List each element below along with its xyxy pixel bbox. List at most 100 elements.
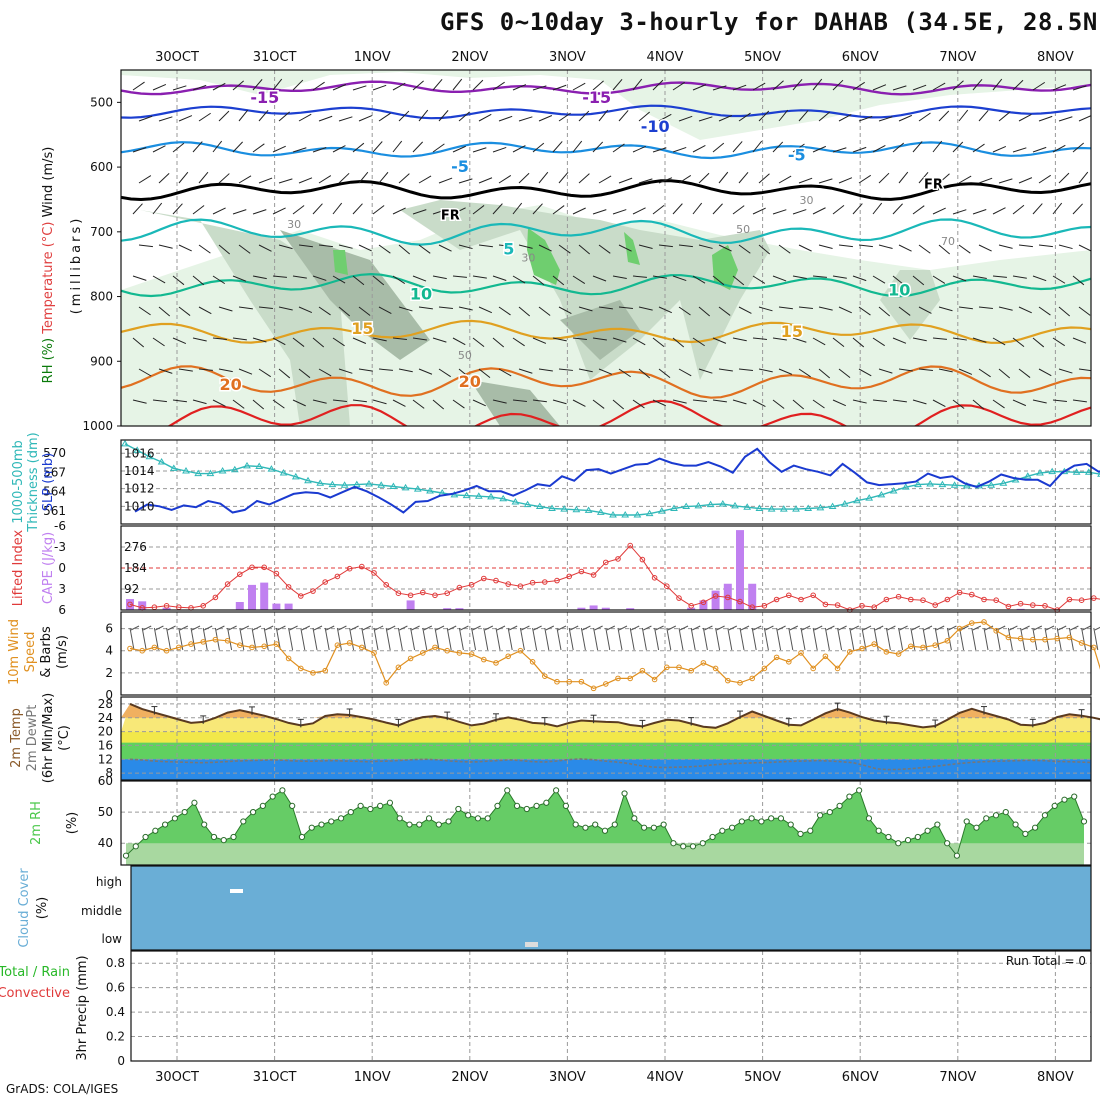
- temperature-contours: [121, 80, 1091, 426]
- wind-barb: [452, 78, 463, 91]
- wind10m-barb-feather: [984, 625, 994, 631]
- cloud-level-label: high: [96, 875, 122, 889]
- thickness-point: [1011, 476, 1020, 483]
- thickness-point: [743, 503, 752, 510]
- wind-barb: [338, 116, 353, 122]
- wind10m-barb-feather: [667, 625, 677, 631]
- wind-barb: [192, 275, 205, 286]
- wind10m-point: [725, 677, 731, 684]
- lifted-index-point: [542, 579, 548, 585]
- wind-barb: [698, 116, 713, 122]
- wind-barb: [772, 209, 787, 215]
- wind-barb: [612, 399, 625, 410]
- rh2m-point: [1071, 793, 1078, 800]
- lifted-index-point: [383, 582, 390, 588]
- wind-barb: [478, 244, 493, 248]
- thickness-point: [243, 461, 251, 469]
- wind-barb: [852, 275, 867, 282]
- wind10m-barb: [410, 627, 416, 651]
- panel-frames: [117, 69, 1092, 1062]
- lifted-index-tick-label: 0: [58, 561, 66, 575]
- wind-barb: [698, 172, 710, 184]
- thickness-point: [865, 494, 874, 501]
- run-total-label: Run Total = 0: [1006, 954, 1086, 968]
- wind10m-point: [822, 653, 829, 660]
- rh-contour-label: 30: [800, 194, 814, 207]
- wind-barb: [232, 399, 245, 409]
- wind-barb: [392, 82, 406, 91]
- lifted-index-point: [944, 596, 951, 603]
- wind10m-barb: [898, 627, 904, 651]
- rh2m-point: [797, 830, 804, 837]
- wind10m-barb: [1093, 627, 1099, 651]
- wind-barb: [1018, 306, 1032, 314]
- wind-barb: [752, 337, 767, 340]
- wind10m-point: [176, 644, 182, 651]
- wind-barb: [918, 368, 933, 371]
- contour-10: [121, 272, 1091, 298]
- rh2m-point: [1051, 802, 1058, 809]
- rh2m-point: [240, 818, 247, 825]
- wind-barb: [1032, 275, 1047, 282]
- wind-barb: [938, 110, 950, 122]
- wind10m-barb: [861, 627, 867, 651]
- wind10m-barb-feather: [923, 625, 933, 631]
- wind10m-barb-feather: [167, 625, 176, 631]
- wind-barb: [712, 275, 725, 286]
- wind-barb: [972, 275, 987, 279]
- wind-barb: [672, 146, 687, 153]
- wind-barb: [1072, 142, 1085, 153]
- wind-barb: [258, 368, 272, 378]
- wind-barb: [698, 306, 711, 317]
- lifted-index-point: [761, 603, 768, 609]
- wind-barb: [678, 306, 691, 316]
- wind-barb: [758, 110, 770, 122]
- lifted-index-point: [566, 573, 573, 580]
- thickness-point: [157, 457, 166, 465]
- wind-barb: [778, 175, 792, 184]
- lifted-index-point: [615, 556, 621, 562]
- wind-barb: [792, 275, 807, 279]
- wind-barb: [898, 114, 913, 122]
- wind10m-point: [1030, 636, 1036, 643]
- thickness-point: [657, 507, 666, 514]
- lifted-index-tick-label: -3: [54, 540, 66, 554]
- wind10m-barb: [715, 627, 721, 651]
- lifted-index-point: [993, 597, 1000, 604]
- pressure-tick-label: 500: [90, 95, 113, 109]
- wind-barb: [1032, 81, 1046, 91]
- wind-barb: [758, 244, 771, 255]
- rh2m-unit-ylabel: (%): [65, 812, 80, 835]
- wind-barb: [252, 143, 265, 153]
- wind-barb: [278, 178, 293, 184]
- rh2m-point: [416, 821, 423, 828]
- wind-barb: [138, 115, 153, 122]
- wind-barb: [472, 147, 487, 153]
- wind10m-barb-feather: [1070, 625, 1079, 631]
- wind-barb: [332, 275, 346, 284]
- wind-barb: [378, 244, 391, 254]
- wind-barb: [218, 173, 230, 184]
- ylabel-part: Wind (m/s): [41, 147, 56, 218]
- wind-barb: [1012, 399, 1027, 407]
- wind-barb: [412, 337, 427, 341]
- rh2m-point: [249, 809, 257, 816]
- wind-barb: [378, 368, 393, 371]
- wind-barb: [832, 204, 845, 215]
- lifted-index-point: [237, 571, 243, 578]
- wind-barb: [552, 205, 565, 215]
- wind-panel-background: [121, 612, 1091, 695]
- wind10m-barb: [568, 627, 574, 651]
- cloud-ylabel: Cloud Cover: [17, 868, 32, 948]
- wind-tick-label: 0: [105, 688, 113, 702]
- wind-barb: [312, 203, 323, 215]
- wind10m-barb: [702, 627, 708, 651]
- wind10m-point: [188, 641, 194, 647]
- lifted-index-point: [1078, 597, 1085, 604]
- wind-barb: [678, 174, 692, 184]
- wind-barb: [472, 275, 487, 279]
- wind-barb: [492, 337, 505, 348]
- wind10m-speed-line: [129, 621, 1100, 690]
- wind-barb: [538, 306, 551, 316]
- wind10m-barb-feather: [411, 625, 420, 631]
